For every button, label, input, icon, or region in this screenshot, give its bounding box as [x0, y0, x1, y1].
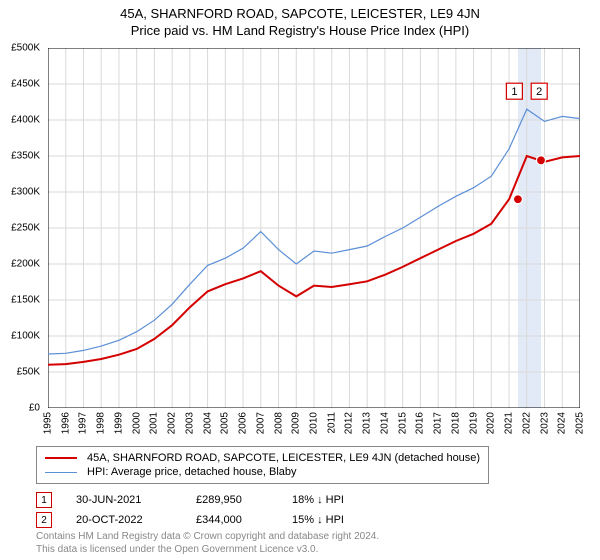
x-tick-label: 2011 [326, 412, 337, 434]
legend-row: 45A, SHARNFORD ROAD, SAPCOTE, LEICESTER,… [45, 451, 480, 465]
footer-attribution: Contains HM Land Registry data © Crown c… [36, 531, 379, 556]
x-tick-label: 2025 [575, 412, 586, 434]
x-tick-label: 2000 [131, 412, 142, 434]
x-tick-label: 2004 [202, 412, 213, 434]
x-tick-label: 2005 [220, 412, 231, 434]
x-tick-label: 2024 [557, 412, 568, 434]
x-tick-label: 2015 [397, 412, 408, 434]
legend-box: 45A, SHARNFORD ROAD, SAPCOTE, LEICESTER,… [36, 446, 489, 484]
marker-date: 20-OCT-2022 [76, 514, 172, 526]
x-tick-label: 2008 [273, 412, 284, 434]
y-tick-label: £500K [0, 43, 40, 54]
x-tick-label: 2018 [450, 412, 461, 434]
marker-price: £344,000 [196, 514, 268, 526]
marker-table: 1 30-JUN-2021 £289,950 18% ↓ HPI 2 20-OCT-202… [36, 490, 402, 530]
y-tick-label: £150K [0, 295, 40, 306]
legend-label: 45A, SHARNFORD ROAD, SAPCOTE, LEICESTER,… [87, 452, 480, 464]
y-tick-label: £250K [0, 223, 40, 234]
marker-price: £289,950 [196, 494, 268, 506]
y-tick-label: £100K [0, 331, 40, 342]
y-tick-label: £450K [0, 79, 40, 90]
x-tick-label: 2009 [291, 412, 302, 434]
x-tick-label: 1996 [60, 412, 71, 434]
x-tick-label: 2013 [362, 412, 373, 434]
chart-title: 45A, SHARNFORD ROAD, SAPCOTE, LEICESTER,… [0, 0, 600, 21]
marker-row: 1 30-JUN-2021 £289,950 18% ↓ HPI [36, 490, 402, 510]
marker-id-box: 2 [36, 512, 52, 528]
legend-label: HPI: Average price, detached house, Blab… [87, 466, 297, 478]
y-tick-label: £200K [0, 259, 40, 270]
x-tick-label: 2001 [149, 412, 160, 434]
marker-row: 2 20-OCT-2022 £344,000 15% ↓ HPI [36, 510, 402, 530]
x-tick-label: 1995 [43, 412, 54, 434]
y-tick-label: £350K [0, 151, 40, 162]
x-tick-label: 2012 [344, 412, 355, 434]
chart-svg: 12 [48, 48, 580, 408]
x-tick-label: 2021 [504, 412, 515, 434]
svg-text:1: 1 [511, 86, 517, 98]
x-tick-label: 2022 [521, 412, 532, 434]
x-tick-label: 1998 [96, 412, 107, 434]
svg-text:2: 2 [536, 86, 542, 98]
footer-line1: Contains HM Land Registry data © Crown c… [36, 531, 379, 544]
x-tick-label: 2002 [167, 412, 178, 434]
x-tick-label: 2007 [255, 412, 266, 434]
legend-swatch [45, 472, 77, 473]
y-tick-label: £400K [0, 115, 40, 126]
x-tick-label: 1997 [78, 412, 89, 434]
x-tick-label: 2003 [184, 412, 195, 434]
marker-pct: 15% ↓ HPI [292, 514, 402, 526]
legend-swatch [45, 457, 77, 459]
x-tick-label: 2017 [433, 412, 444, 434]
x-tick-label: 2014 [379, 412, 390, 434]
marker-id-box: 1 [36, 492, 52, 508]
x-tick-label: 2016 [415, 412, 426, 434]
chart-area: 12 [48, 48, 580, 408]
x-tick-label: 1999 [113, 412, 124, 434]
y-tick-label: £0 [0, 403, 40, 414]
y-tick-label: £50K [0, 367, 40, 378]
y-tick-label: £300K [0, 187, 40, 198]
x-tick-label: 2019 [468, 412, 479, 434]
x-tick-label: 2006 [238, 412, 249, 434]
legend-row: HPI: Average price, detached house, Blab… [45, 465, 480, 479]
footer-line2: This data is licensed under the Open Gov… [36, 544, 379, 557]
chart-subtitle: Price paid vs. HM Land Registry's House … [0, 21, 600, 38]
x-tick-label: 2010 [309, 412, 320, 434]
x-tick-label: 2023 [539, 412, 550, 434]
x-tick-label: 2020 [486, 412, 497, 434]
marker-pct: 18% ↓ HPI [292, 494, 402, 506]
marker-date: 30-JUN-2021 [76, 494, 172, 506]
